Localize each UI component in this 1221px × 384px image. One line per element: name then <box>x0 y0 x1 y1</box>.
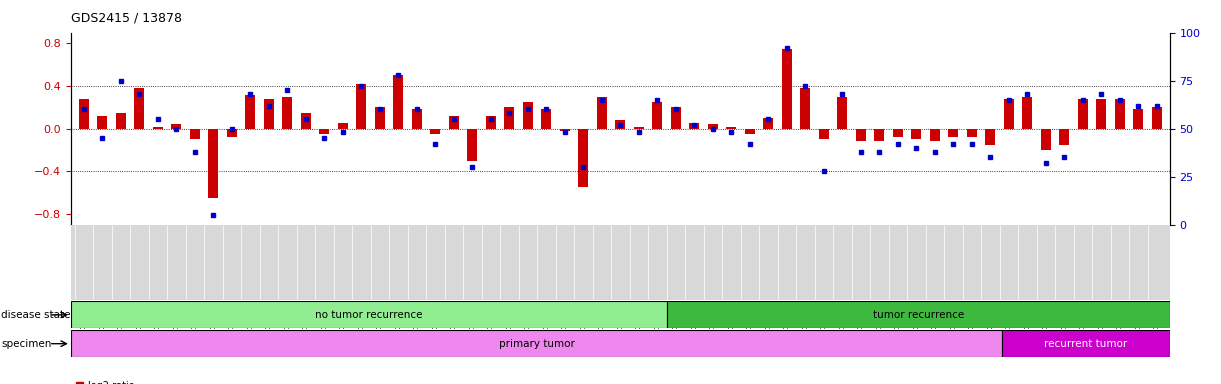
Bar <box>468 129 477 161</box>
Bar <box>652 102 662 129</box>
Bar <box>300 113 311 129</box>
Text: primary tumor: primary tumor <box>498 339 574 349</box>
Bar <box>541 109 552 129</box>
Bar <box>1059 129 1070 145</box>
Bar <box>745 129 755 134</box>
Bar <box>1002 330 1170 357</box>
Legend: log2 ratio, percentile rank within the sample: log2 ratio, percentile rank within the s… <box>76 381 253 384</box>
Bar <box>911 129 922 139</box>
Bar <box>134 88 144 129</box>
Text: disease state: disease state <box>1 310 71 320</box>
Bar <box>153 126 162 129</box>
Bar <box>985 129 995 145</box>
Bar <box>856 129 866 141</box>
Bar <box>634 126 643 129</box>
Bar <box>1115 99 1125 129</box>
Bar <box>579 129 589 187</box>
Bar <box>1004 99 1013 129</box>
Bar <box>615 120 625 129</box>
Text: recurrent tumor: recurrent tumor <box>1044 339 1127 349</box>
Bar <box>171 124 182 129</box>
Bar <box>227 129 237 137</box>
Bar <box>893 129 902 137</box>
Bar <box>71 330 1002 357</box>
Bar <box>189 129 200 139</box>
Bar <box>357 84 366 129</box>
Bar <box>71 301 667 328</box>
Bar <box>504 107 514 129</box>
Bar <box>1040 129 1051 150</box>
Bar <box>430 129 441 134</box>
Bar <box>670 107 681 129</box>
Bar <box>708 124 718 129</box>
Bar <box>338 123 348 129</box>
Bar <box>523 102 532 129</box>
Bar <box>208 129 219 198</box>
Bar <box>838 97 847 129</box>
Bar <box>726 126 736 129</box>
Bar <box>1133 109 1143 129</box>
Bar <box>411 109 422 129</box>
Bar <box>689 123 700 129</box>
Bar <box>818 129 829 139</box>
Bar <box>597 97 607 129</box>
Bar <box>98 116 107 129</box>
Bar <box>1022 97 1032 129</box>
Bar <box>1078 99 1088 129</box>
Text: specimen: specimen <box>1 339 51 349</box>
Bar <box>1096 99 1106 129</box>
Bar <box>800 88 811 129</box>
Bar <box>264 99 274 129</box>
Bar <box>559 129 570 131</box>
Bar <box>116 113 126 129</box>
Bar <box>929 129 940 141</box>
Bar <box>949 129 958 137</box>
Bar <box>245 94 255 129</box>
Bar <box>282 97 292 129</box>
Bar <box>781 49 792 129</box>
Bar <box>448 116 459 129</box>
Bar <box>1151 107 1162 129</box>
Bar <box>667 301 1170 328</box>
Bar <box>375 107 385 129</box>
Bar <box>486 116 496 129</box>
Bar <box>319 129 330 134</box>
Bar <box>393 75 403 129</box>
Bar <box>78 99 89 129</box>
Text: GDS2415 / 13878: GDS2415 / 13878 <box>71 12 182 25</box>
Text: tumor recurrence: tumor recurrence <box>873 310 963 320</box>
Bar <box>967 129 977 137</box>
Text: no tumor recurrence: no tumor recurrence <box>315 310 422 320</box>
Bar <box>763 118 773 129</box>
Bar <box>874 129 884 141</box>
